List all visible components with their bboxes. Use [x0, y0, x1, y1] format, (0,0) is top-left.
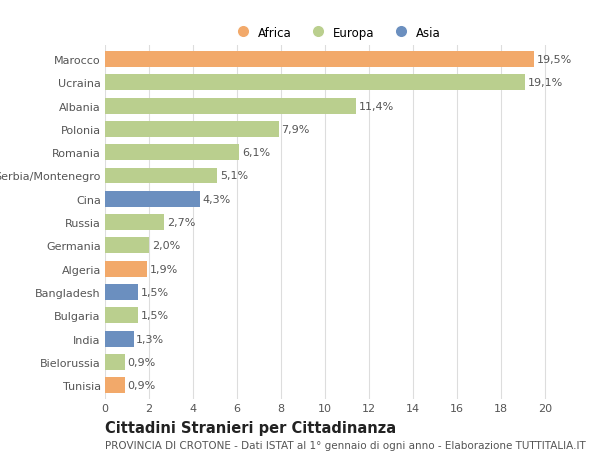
Text: 19,5%: 19,5% [536, 55, 572, 65]
Text: 1,5%: 1,5% [140, 287, 169, 297]
Text: PROVINCIA DI CROTONE - Dati ISTAT al 1° gennaio di ogni anno - Elaborazione TUTT: PROVINCIA DI CROTONE - Dati ISTAT al 1° … [105, 440, 586, 450]
Text: 2,7%: 2,7% [167, 218, 196, 228]
Text: 0,9%: 0,9% [127, 381, 155, 390]
Bar [105, 354, 125, 370]
Legend: Africa, Europa, Asia: Africa, Europa, Asia [226, 22, 446, 44]
Text: 11,4%: 11,4% [358, 101, 394, 112]
Text: 1,9%: 1,9% [149, 264, 178, 274]
Text: 1,3%: 1,3% [136, 334, 164, 344]
Bar [105, 122, 279, 138]
Bar [105, 215, 164, 230]
Text: 7,9%: 7,9% [281, 124, 310, 134]
Bar [105, 285, 138, 300]
Bar [105, 238, 149, 254]
Text: 6,1%: 6,1% [242, 148, 270, 158]
Text: 19,1%: 19,1% [528, 78, 563, 88]
Text: 5,1%: 5,1% [220, 171, 248, 181]
Bar [105, 52, 534, 68]
Text: Cittadini Stranieri per Cittadinanza: Cittadini Stranieri per Cittadinanza [105, 420, 396, 435]
Bar [105, 261, 147, 277]
Text: 1,5%: 1,5% [140, 311, 169, 321]
Text: 0,9%: 0,9% [127, 357, 155, 367]
Bar [105, 331, 134, 347]
Bar [105, 191, 200, 207]
Bar [105, 98, 356, 114]
Text: 4,3%: 4,3% [202, 194, 230, 204]
Bar [105, 308, 138, 324]
Bar [105, 377, 125, 393]
Bar [105, 145, 239, 161]
Bar [105, 75, 525, 91]
Text: 2,0%: 2,0% [152, 241, 180, 251]
Bar [105, 168, 217, 184]
